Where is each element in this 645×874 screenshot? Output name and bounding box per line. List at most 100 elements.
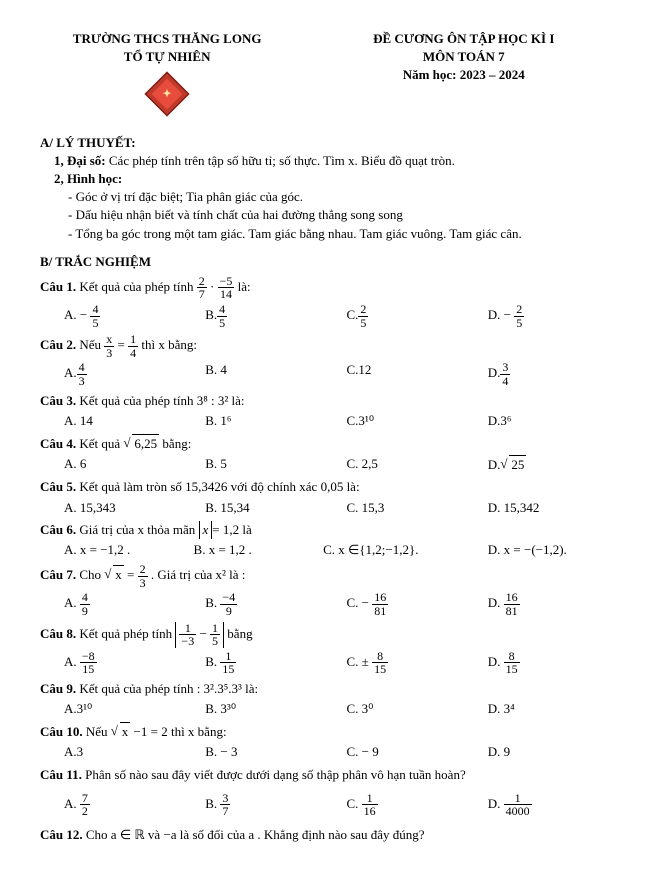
q7-sqrt: x <box>104 565 124 584</box>
question-9: Câu 9. Kết quả của phép tính : 3².3⁵.3³ … <box>40 680 605 718</box>
q4-stem: Kết quả <box>76 436 123 451</box>
q1-frac1: 27 <box>197 275 207 301</box>
q7-opt-b: B. −49 <box>181 591 322 617</box>
q11-opt-a: A. 72 <box>40 792 181 818</box>
q10-stem2: −1 = 2 thì x bằng: <box>134 724 227 739</box>
q5-label: Câu 5. <box>40 479 76 494</box>
q4-opt-d: D.25 <box>464 455 605 474</box>
q1-stem: Kết quả của phép tính <box>76 279 197 294</box>
school-name: TRƯỜNG THCS THĂNG LONG <box>40 30 294 48</box>
geom-item-1: - Góc ở vị trí đặc biệt; Tia phân giác c… <box>68 188 605 206</box>
q10-opt-b: B. − 3 <box>181 743 322 761</box>
q9-stem: Kết quả của phép tính : 3².3⁵.3³ là: <box>76 681 258 696</box>
q6-tail: = 1,2 là <box>212 522 251 537</box>
q12-label: Câu 12. <box>40 827 83 842</box>
q8-label: Câu 8. <box>40 626 76 641</box>
q5-opt-c: C. 15,3 <box>323 499 464 517</box>
q4-label: Câu 4. <box>40 436 76 451</box>
q8-opt-a: A. −815 <box>40 650 181 676</box>
school-logo: ✦ <box>40 70 294 123</box>
q10-opt-a: A.3 <box>40 743 181 761</box>
q11-opt-b: B. 37 <box>181 792 322 818</box>
svg-text:✦: ✦ <box>163 88 172 100</box>
q6-opt-d: D. x = −(−1,2). <box>464 541 605 559</box>
q3-opt-d: D.3⁶ <box>464 412 605 430</box>
doc-year: Năm học: 2023 – 2024 <box>323 66 606 84</box>
q3-opt-c: C.3¹⁰ <box>323 412 464 430</box>
q7-stem1: Cho <box>76 567 104 582</box>
question-3: Câu 3. Kết quả của phép tính 3⁸ : 3² là:… <box>40 392 605 430</box>
q5-opt-b: B. 15,34 <box>181 499 322 517</box>
q6-opt-b: B. x = 1,2 . <box>170 541 300 559</box>
algebra-text: Các phép tính trên tập số hữu tỉ; số thự… <box>106 153 455 168</box>
q3-stem: Kết quả của phép tính 3⁸ : 3² là: <box>76 393 244 408</box>
question-1: Câu 1. Kết quả của phép tính 27 · −514 l… <box>40 275 605 329</box>
geom-label: 2, Hình học: <box>54 171 122 186</box>
dept-name: TỔ TỰ NHIÊN <box>40 48 294 66</box>
q3-opt-b: B. 1⁶ <box>181 412 322 430</box>
q1-label: Câu 1. <box>40 279 76 294</box>
q2-opt-b: B. 4 <box>181 361 322 387</box>
q7-stem2: . Giá trị của x² là : <box>151 567 246 582</box>
q11-stem: Phân số nào sau đây viết được dưới dạng … <box>82 767 466 782</box>
q1-opt-d: D. − 25 <box>464 303 605 329</box>
q6-opt-a: A. x = −1,2 . <box>40 541 170 559</box>
page-header: TRƯỜNG THCS THĂNG LONG TỔ TỰ NHIÊN ✦ ĐỀ … <box>40 30 605 124</box>
theory-algebra: 1, Đại số: Các phép tính trên tập số hữu… <box>54 152 605 170</box>
q7-opt-d: D. 1681 <box>464 591 605 617</box>
q11-label: Câu 11. <box>40 767 82 782</box>
q4-sqrt: 6,25 <box>123 434 159 453</box>
q1-tail: là: <box>238 279 251 294</box>
theory-geom-label: 2, Hình học: <box>54 170 605 188</box>
q2-opt-d: D.34 <box>464 361 605 387</box>
question-8: Câu 8. Kết quả phép tính 1−3 − 15 bằng A… <box>40 622 605 676</box>
doc-title: ĐỀ CƯƠNG ÔN TẬP HỌC KÌ I <box>323 30 606 48</box>
q10-stem1: Nếu <box>83 724 111 739</box>
question-2: Câu 2. Nếu x3 = 14 thì x bằng: A.43 B. 4… <box>40 333 605 387</box>
question-10: Câu 10. Nếu x −1 = 2 thì x bằng: A.3 B. … <box>40 722 605 761</box>
q12-stem: Cho a ∈ ℝ và −a là số đối của a . Khẳng … <box>83 827 425 842</box>
doc-subject: MÔN TOÁN 7 <box>323 48 606 66</box>
q2-tail: thì x bằng: <box>141 337 197 352</box>
q6-label: Câu 6. <box>40 522 76 537</box>
q8-opt-b: B. 115 <box>181 650 322 676</box>
q9-opt-c: C. 3⁰ <box>323 700 464 718</box>
q1-frac2: −514 <box>218 275 235 301</box>
q4-tail: bằng: <box>162 436 191 451</box>
q8-stem: Kết quả phép tính <box>76 626 175 641</box>
q3-opt-a: A. 14 <box>40 412 181 430</box>
q4-opt-b: B. 5 <box>181 455 322 474</box>
question-11: Câu 11. Phân số nào sau đây viết được dư… <box>40 766 605 818</box>
q9-opt-a: A.3¹⁰ <box>40 700 181 718</box>
q10-sqrt: x <box>111 722 131 741</box>
question-5: Câu 5. Kết quả làm tròn số 15,3426 với đ… <box>40 478 605 516</box>
q9-label: Câu 9. <box>40 681 76 696</box>
q2-opt-a: A.43 <box>40 361 181 387</box>
geom-item-3: - Tổng ba góc trong một tam giác. Tam gi… <box>68 225 605 243</box>
q5-opt-a: A. 15,343 <box>40 499 181 517</box>
q6-abs: x <box>199 521 213 539</box>
q8-opt-d: D. 815 <box>464 650 605 676</box>
q7-eq: = <box>124 567 138 582</box>
q9-opt-d: D. 3⁴ <box>464 700 605 718</box>
q4-opt-c: C. 2,5 <box>323 455 464 474</box>
q2-frac1: x3 <box>104 333 114 359</box>
q6-stem: Giá trị của x thỏa mãn <box>76 522 198 537</box>
q2-opt-c: C.12 <box>323 361 464 387</box>
q5-opt-d: D. 15,342 <box>464 499 605 517</box>
q10-opt-c: C. − 9 <box>323 743 464 761</box>
algebra-label: 1, Đại số: <box>54 153 106 168</box>
q7-opt-c: C. − 1681 <box>323 591 464 617</box>
question-12: Câu 12. Cho a ∈ ℝ và −a là số đối của a … <box>40 826 605 844</box>
question-7: Câu 7. Cho x = 23 . Giá trị của x² là : … <box>40 563 605 617</box>
q1-opt-b: B.45 <box>181 303 322 329</box>
q11-opt-c: C. 116 <box>323 792 464 818</box>
q2-stem: Nếu <box>76 337 104 352</box>
q10-opt-d: D. 9 <box>464 743 605 761</box>
q4-opt-a: A. 6 <box>40 455 181 474</box>
geom-item-2: - Dấu hiệu nhận biết và tính chất của ha… <box>68 206 605 224</box>
q1-opt-c: C.25 <box>323 303 464 329</box>
q10-label: Câu 10. <box>40 724 83 739</box>
q1-opt-a: A. − 45 <box>40 303 181 329</box>
q2-frac2: 14 <box>128 333 138 359</box>
